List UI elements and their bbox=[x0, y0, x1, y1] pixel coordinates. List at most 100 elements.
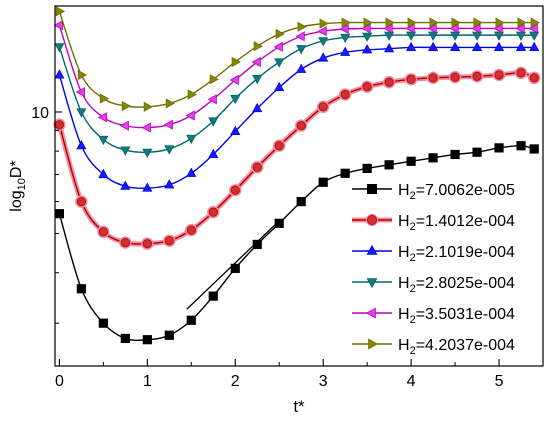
series-6-point bbox=[319, 18, 329, 29]
series-5-point bbox=[515, 23, 525, 34]
series-1 bbox=[54, 141, 539, 345]
y-axis-label-sub: 10 bbox=[16, 178, 28, 190]
series-6-point bbox=[231, 56, 241, 68]
series-3-point bbox=[76, 140, 87, 150]
series-6-point bbox=[429, 17, 439, 28]
series-2-point bbox=[98, 227, 108, 237]
series-1-point bbox=[230, 263, 240, 273]
legend-label-main: H bbox=[398, 306, 410, 323]
series-3-point bbox=[54, 69, 65, 79]
series-3-point bbox=[529, 41, 540, 51]
series-2-point bbox=[120, 237, 130, 248]
series-1-point bbox=[296, 196, 306, 207]
series-6-point bbox=[341, 17, 351, 28]
series-1-point bbox=[529, 144, 539, 154]
series-5-point bbox=[251, 56, 261, 68]
series-2-point bbox=[230, 185, 240, 195]
legend-label-main: H bbox=[398, 182, 410, 199]
legend-label: H2=7.0062e-005 bbox=[398, 182, 515, 202]
series-2-point bbox=[318, 102, 328, 112]
series-2-point bbox=[362, 82, 372, 92]
series-3-point bbox=[186, 167, 197, 177]
series-2 bbox=[53, 66, 541, 250]
series-5-point bbox=[493, 23, 503, 34]
legend-marker bbox=[366, 278, 378, 289]
series-3-point bbox=[230, 125, 241, 136]
legend-label-tail: =2.8025e-004 bbox=[416, 275, 515, 292]
legend-label: H2=2.8025e-004 bbox=[398, 275, 515, 295]
series-5-point bbox=[163, 119, 173, 130]
legend-label-sub: 2 bbox=[410, 252, 416, 264]
x-tick-label: 5 bbox=[495, 373, 504, 390]
legend-item-1: H2=7.0062e-005 bbox=[352, 182, 515, 202]
series-5-point bbox=[119, 120, 129, 131]
series-1-point bbox=[406, 156, 416, 166]
series-3-point bbox=[252, 102, 263, 113]
series-3-point bbox=[493, 41, 505, 51]
series-6-point bbox=[451, 17, 461, 28]
series-6-point bbox=[495, 17, 505, 28]
series-2-point bbox=[164, 236, 174, 246]
series-6-point bbox=[530, 17, 540, 28]
series-5-point bbox=[339, 23, 349, 35]
series-4-point bbox=[428, 31, 439, 41]
series-5-point bbox=[185, 110, 195, 121]
series-1-point bbox=[98, 318, 108, 328]
legend-marker bbox=[368, 338, 379, 350]
series-4-point bbox=[515, 31, 527, 41]
series-1-point bbox=[76, 284, 86, 294]
series-3-point bbox=[208, 148, 219, 159]
legend-label-tail: =7.0062e-005 bbox=[416, 182, 515, 199]
series-2-point bbox=[472, 71, 482, 82]
y-axis-label-main: log bbox=[8, 190, 25, 211]
x-tick-label: 1 bbox=[143, 373, 152, 390]
series-3-point bbox=[274, 81, 285, 91]
series-5-point bbox=[75, 87, 85, 98]
series-3-point bbox=[450, 41, 461, 51]
series-5-point bbox=[97, 112, 107, 123]
legend-label-tail: =1.4012e-004 bbox=[416, 213, 515, 230]
series-1-point bbox=[318, 177, 328, 187]
series-2-point bbox=[516, 68, 526, 78]
series-1-point bbox=[472, 147, 482, 157]
series-4-point bbox=[274, 58, 285, 68]
series-6-point bbox=[99, 93, 110, 104]
series-5-point bbox=[405, 23, 415, 34]
series-3-point bbox=[340, 46, 351, 56]
series-4-point bbox=[54, 43, 65, 53]
series-2-point bbox=[296, 121, 306, 131]
legend-label-sub: 2 bbox=[410, 314, 416, 326]
series-6-point bbox=[275, 28, 285, 40]
series-6-point bbox=[77, 69, 88, 81]
legend-label-sub: 2 bbox=[410, 283, 416, 295]
series-5 bbox=[53, 20, 538, 133]
legend-label-main: H bbox=[398, 275, 410, 292]
slope-guide-line bbox=[186, 224, 276, 310]
series-4-point bbox=[340, 33, 351, 44]
legend-label-sub: 2 bbox=[410, 221, 416, 233]
x-tick-label: 0 bbox=[55, 373, 64, 390]
series-5-point bbox=[361, 23, 371, 34]
series-3-point bbox=[98, 168, 109, 179]
series-1-point bbox=[384, 160, 394, 170]
series-3-point bbox=[406, 41, 417, 51]
series-4-point bbox=[252, 75, 263, 85]
series-5-point bbox=[471, 23, 481, 34]
legend-label: H2=1.4012e-004 bbox=[398, 213, 515, 233]
series-4-point bbox=[529, 31, 540, 41]
y-axis-label-tail: D* bbox=[8, 160, 25, 178]
series-4-point bbox=[450, 31, 461, 41]
series-5-point bbox=[528, 23, 538, 34]
series-3 bbox=[54, 41, 540, 192]
series-1-point bbox=[208, 291, 218, 301]
series-2-point bbox=[142, 239, 152, 249]
series-6-point bbox=[121, 100, 132, 112]
series-6-point bbox=[517, 17, 527, 28]
series-6-line bbox=[58, 11, 535, 108]
legend-label-main: H bbox=[398, 213, 410, 230]
series-3-point bbox=[164, 179, 175, 189]
legend: H2=7.0062e-005H2=1.4012e-004H2=2.1019e-0… bbox=[352, 182, 515, 357]
series-6-point bbox=[143, 101, 154, 112]
